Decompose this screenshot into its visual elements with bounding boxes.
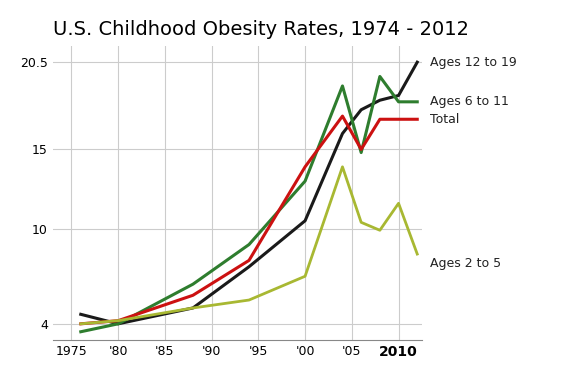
Text: Ages 12 to 19: Ages 12 to 19	[430, 56, 517, 69]
Text: U.S. Childhood Obesity Rates, 1974 - 2012: U.S. Childhood Obesity Rates, 1974 - 201…	[53, 20, 469, 39]
Text: Ages 2 to 5: Ages 2 to 5	[430, 257, 502, 270]
Text: Ages 6 to 11: Ages 6 to 11	[430, 95, 509, 108]
Text: Total: Total	[430, 113, 459, 126]
